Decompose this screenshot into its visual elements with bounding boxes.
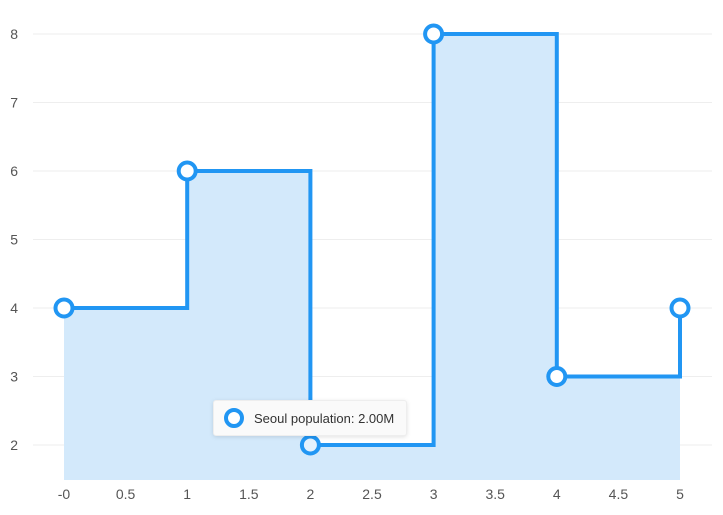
x-tick-label: 2.5	[362, 486, 382, 502]
x-axis-tick-labels: -0 0.5 1 1.5 2 2.5 3 3.5 4 4.5 5	[58, 486, 684, 502]
y-tick-label: 7	[10, 95, 18, 111]
x-tick-label: 5	[676, 486, 684, 502]
y-tick-label: 5	[10, 232, 18, 248]
y-tick-label: 2	[10, 437, 18, 453]
x-tick-label: 0.5	[116, 486, 136, 502]
y-tick-label: 4	[10, 300, 18, 316]
y-tick-label: 3	[10, 369, 18, 385]
y-tick-label: 8	[10, 26, 18, 42]
series-area	[64, 34, 680, 480]
data-point-tooltip: Seoul population: 2.00M	[213, 400, 408, 436]
data-point-marker[interactable]	[176, 160, 198, 182]
data-point-marker[interactable]	[669, 297, 691, 319]
x-tick-label: 1.5	[239, 486, 259, 502]
x-tick-label: 2	[307, 486, 315, 502]
data-point-marker[interactable]	[53, 297, 75, 319]
x-tick-label: 3	[430, 486, 438, 502]
tooltip-text: Seoul population: 2.00M	[254, 410, 395, 426]
series-line	[64, 32, 682, 447]
x-tick-label: 1	[183, 486, 191, 502]
y-axis-tick-labels: 2 3 4 5 6 7 8	[10, 26, 18, 453]
x-tick-label: 3.5	[485, 486, 505, 502]
x-tick-label: 4	[553, 486, 561, 502]
data-point-marker[interactable]	[423, 23, 445, 45]
x-tick-label: 4.5	[609, 486, 629, 502]
tooltip-series-marker-icon	[224, 408, 244, 428]
data-point-marker[interactable]	[546, 366, 568, 387]
data-point-marker[interactable]	[299, 434, 321, 456]
y-tick-label: 6	[10, 163, 18, 179]
series-line-layer	[64, 32, 682, 447]
x-tick-label: -0	[58, 486, 71, 502]
series-points-layer	[53, 23, 691, 456]
series-area-layer	[64, 34, 680, 480]
